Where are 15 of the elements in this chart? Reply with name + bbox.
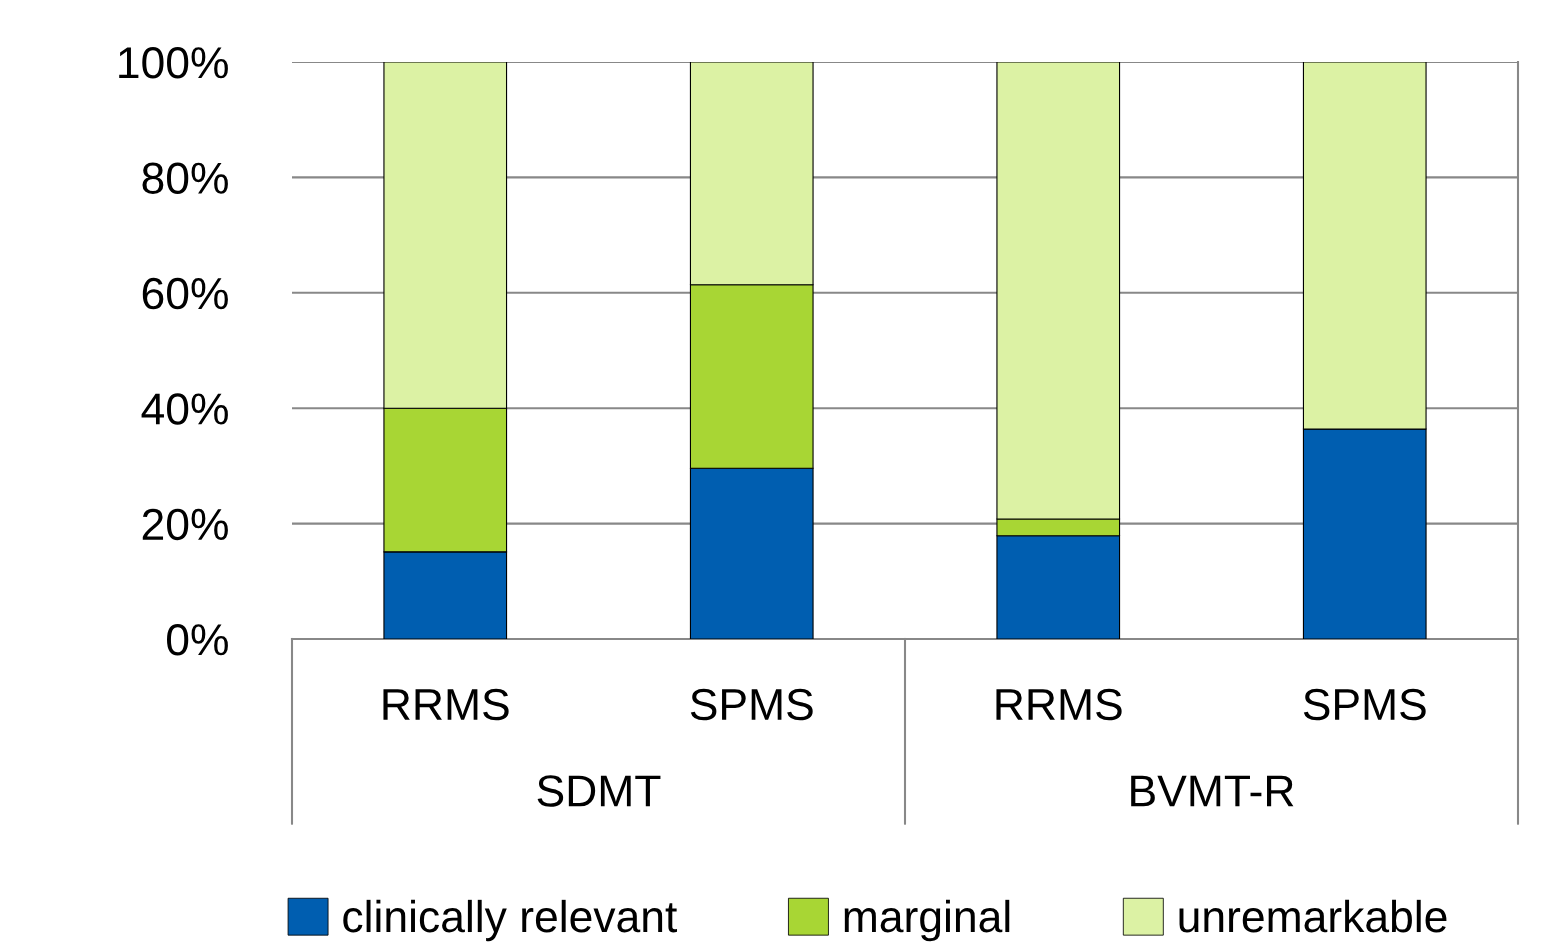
y-tick-label: 80% (142, 162, 228, 194)
y-tick-label: 60% (142, 277, 228, 310)
legend-label: clinically relevant (343, 899, 678, 942)
legend-label: unremarkable (1179, 899, 1447, 933)
x-tick-label: SPMS (690, 688, 813, 721)
x-tick-label: SPMS (1303, 688, 1426, 721)
y-tick-label: 40% (141, 393, 228, 425)
y-tick-label: 0% (167, 624, 228, 656)
legend-label: marginal (844, 899, 1010, 942)
text: SDMT (537, 775, 661, 807)
y-tick-label: 20% (142, 508, 228, 541)
x-tick-label: RRMS (996, 688, 1122, 721)
text: BVMT-R (1131, 775, 1294, 807)
x-tick-label: RRMS (383, 688, 509, 721)
y-tick-label: 100% (119, 47, 228, 79)
